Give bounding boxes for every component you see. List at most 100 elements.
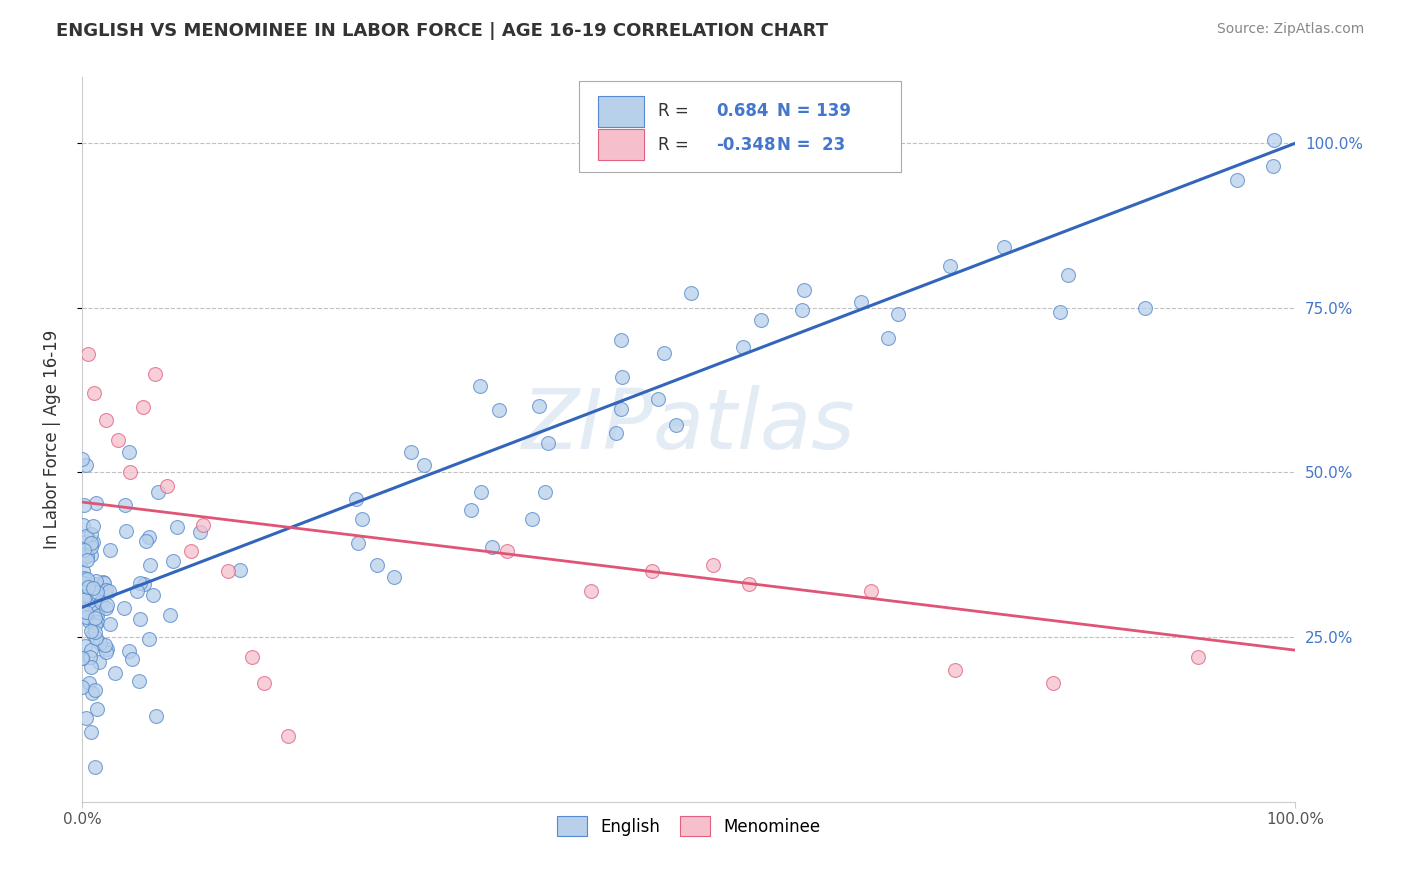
- Point: [488, 403, 510, 417]
- Point: [240, 649, 263, 664]
- Point: [146, 485, 169, 500]
- Point: [86, 605, 108, 619]
- Point: [993, 240, 1015, 254]
- Point: [75, 588, 97, 602]
- Text: -0.348: -0.348: [717, 136, 776, 153]
- Point: [94, 582, 117, 597]
- Text: R =: R =: [658, 136, 689, 153]
- Point: [460, 502, 482, 516]
- Point: [75, 605, 97, 619]
- Point: [77, 347, 100, 361]
- Point: [605, 425, 627, 440]
- Point: [104, 665, 127, 680]
- Point: [115, 524, 138, 539]
- Point: [127, 583, 149, 598]
- Point: [679, 285, 702, 300]
- Text: 0.684: 0.684: [717, 103, 769, 120]
- Point: [382, 569, 405, 583]
- Point: [180, 544, 202, 558]
- Point: [84, 625, 107, 640]
- Point: [75, 458, 97, 473]
- Point: [84, 760, 107, 774]
- Point: [83, 386, 105, 401]
- Point: [76, 549, 98, 564]
- Point: [72, 650, 94, 665]
- Y-axis label: In Labor Force | Age 16-19: In Labor Force | Age 16-19: [44, 330, 60, 549]
- Point: [72, 565, 94, 579]
- Point: [84, 617, 107, 632]
- Point: [520, 512, 543, 526]
- Point: [75, 640, 97, 654]
- Point: [1049, 305, 1071, 319]
- Point: [98, 543, 121, 558]
- Point: [96, 598, 118, 612]
- Point: [72, 680, 94, 694]
- Point: [97, 583, 120, 598]
- Point: [80, 526, 103, 541]
- Point: [581, 583, 603, 598]
- Text: N =  23: N = 23: [778, 136, 845, 153]
- Point: [277, 729, 299, 743]
- Point: [96, 642, 118, 657]
- Point: [145, 709, 167, 723]
- Point: [609, 333, 631, 347]
- FancyBboxPatch shape: [579, 81, 901, 171]
- Point: [114, 498, 136, 512]
- Point: [70, 452, 93, 467]
- Point: [94, 638, 117, 652]
- Point: [162, 554, 184, 568]
- Point: [76, 572, 98, 586]
- Point: [80, 535, 103, 549]
- Point: [80, 725, 103, 739]
- Point: [1263, 133, 1285, 147]
- Point: [89, 636, 111, 650]
- Legend: English, Menominee: English, Menominee: [548, 808, 828, 844]
- Point: [72, 518, 94, 533]
- Point: [82, 518, 104, 533]
- Point: [945, 663, 967, 677]
- Point: [96, 413, 118, 427]
- Point: [72, 570, 94, 584]
- Point: [738, 577, 761, 591]
- Point: [75, 529, 97, 543]
- Point: [72, 552, 94, 566]
- Point: [347, 536, 370, 550]
- Point: [1133, 301, 1156, 316]
- Point: [470, 378, 492, 392]
- Point: [399, 444, 422, 458]
- Point: [939, 259, 962, 273]
- Point: [647, 392, 669, 407]
- Point: [93, 575, 115, 590]
- Point: [72, 579, 94, 593]
- Point: [90, 595, 112, 609]
- Text: N = 139: N = 139: [778, 103, 851, 120]
- Point: [84, 632, 107, 646]
- Point: [534, 484, 557, 499]
- Point: [120, 466, 142, 480]
- Point: [77, 580, 100, 594]
- Point: [89, 595, 111, 609]
- Point: [91, 575, 114, 590]
- Point: [83, 610, 105, 624]
- Point: [118, 445, 141, 459]
- Point: [188, 524, 211, 539]
- Point: [82, 581, 104, 595]
- Point: [610, 401, 633, 416]
- Point: [75, 534, 97, 549]
- Point: [193, 518, 215, 533]
- Point: [887, 307, 910, 321]
- Point: [138, 632, 160, 647]
- Point: [610, 370, 633, 384]
- Point: [80, 642, 103, 657]
- Point: [131, 400, 153, 414]
- Text: ENGLISH VS MENOMINEE IN LABOR FORCE | AGE 16-19 CORRELATION CHART: ENGLISH VS MENOMINEE IN LABOR FORCE | AG…: [56, 22, 828, 40]
- Point: [79, 649, 101, 664]
- Point: [135, 534, 157, 549]
- Point: [80, 548, 103, 562]
- Point: [128, 575, 150, 590]
- Point: [142, 588, 165, 602]
- Point: [86, 495, 108, 509]
- Point: [93, 584, 115, 599]
- Point: [139, 558, 162, 572]
- Point: [1226, 173, 1249, 187]
